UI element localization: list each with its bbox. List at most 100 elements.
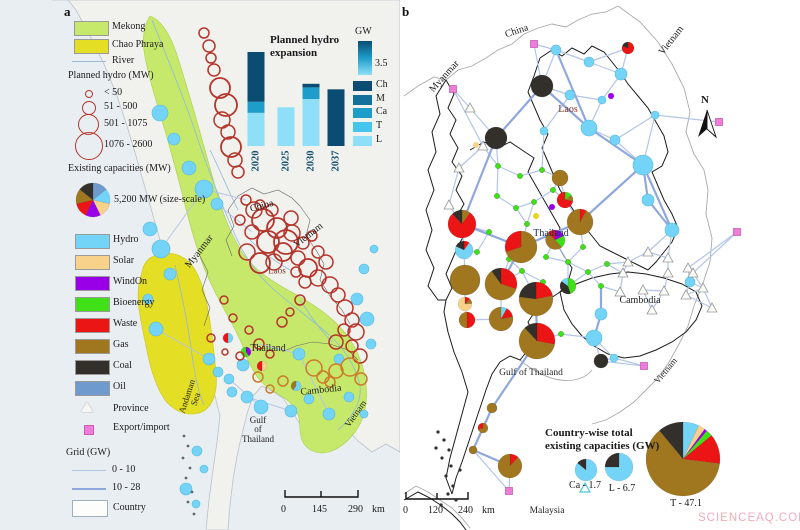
panel-a-label: a (64, 4, 71, 19)
hydro-capacity-dot (199, 464, 209, 474)
province-marker (617, 267, 629, 278)
pie-label-thailand: T - 47.1 (670, 498, 702, 509)
capacity-pie (554, 229, 565, 241)
island-speck (184, 476, 188, 480)
hydro-capacity-dot (191, 499, 201, 509)
planned-hydro-circle (228, 313, 238, 323)
grid-line (521, 270, 544, 283)
size-scale-pie (75, 182, 111, 218)
grid-line-heavy (495, 85, 543, 139)
province-marker-icon (81, 402, 93, 412)
planned-hydro-circle (231, 165, 245, 179)
bioenergy-node (524, 221, 530, 227)
capacity-pie (566, 208, 594, 236)
bioenergy-node (531, 199, 537, 205)
hydro-capacity-dot (236, 358, 250, 372)
series-ch-label: Ch (376, 79, 388, 90)
grid-line (543, 94, 571, 132)
capacity-pie (518, 327, 555, 360)
planned-hydro-circle (290, 266, 302, 278)
island-speck (451, 484, 455, 488)
planned-hydro-circle (198, 27, 210, 39)
planned-hydro-circle (220, 136, 242, 158)
capacity-pie (547, 229, 556, 241)
capacity-pie (222, 332, 229, 344)
province-marker (622, 256, 634, 267)
bar-segment (302, 83, 320, 88)
capacity-pie (504, 230, 522, 253)
chao-phraya-swatch (74, 39, 109, 54)
planned-hydro-circle (273, 229, 299, 255)
grid-line (519, 169, 543, 177)
planned-hydro-circle (276, 316, 288, 328)
pie-label-cambodia: Ca - 1.7 (569, 480, 601, 491)
capacity-pie (240, 346, 250, 358)
watermark: SCIENCEAQ.COM (698, 512, 800, 524)
bioenergy-node (474, 249, 480, 255)
waste-swatch (75, 318, 110, 333)
capacity-pie (621, 41, 635, 55)
grid-line (496, 165, 499, 197)
capacity-pie (564, 191, 572, 201)
bar-segment (327, 89, 345, 146)
planned-hydro-circle (324, 376, 336, 388)
capacity-pie (593, 353, 609, 369)
hydro-capacity-dot (210, 197, 224, 211)
planned-hydro-circle (254, 199, 266, 211)
planned-hydro-circle (207, 63, 221, 77)
hydro-capacity-dot (359, 311, 375, 327)
capacity-pie (245, 346, 252, 357)
province-marker (682, 262, 694, 273)
neighbor-borders (403, 5, 713, 529)
country-total-pie (604, 452, 634, 482)
capacity-pie (464, 296, 471, 305)
bioenergy-node (494, 193, 500, 199)
windon-swatch (75, 276, 110, 291)
mekong-label: Mekong (112, 21, 146, 32)
planned-hydro-circle (305, 359, 323, 377)
hydro-capacity-dot (194, 179, 214, 199)
planned-hydro-circle (252, 371, 264, 383)
hydro-capacity-dot (322, 407, 336, 421)
province-marker (642, 246, 654, 257)
bioenergy-node (585, 269, 591, 275)
scalebar-b-max: 240 (458, 505, 473, 516)
grid-line (642, 289, 665, 292)
series-swatch (353, 122, 372, 132)
capacity-pie (556, 191, 574, 209)
planned-hydro-title: Planned hydro (MW) (68, 70, 154, 81)
hydro-capacity-dot (292, 347, 306, 361)
grid-class-2: 10 - 28 (112, 482, 141, 493)
grid-line-heavy (579, 164, 644, 223)
scalebar-a-max: 290 (348, 504, 363, 515)
planned-hydro-circle (294, 294, 306, 306)
grid-line (587, 271, 602, 287)
grid-line (687, 231, 738, 269)
country-box-sample (72, 500, 108, 517)
capacity-pie (500, 306, 508, 320)
capacity-pie (454, 242, 474, 260)
series-swatch (353, 136, 372, 146)
small-capacity-dot (473, 142, 479, 148)
grid-thin-sample (72, 470, 106, 471)
gas-swatch (75, 339, 110, 354)
bioenergy-node (517, 173, 523, 179)
capacity-pie (551, 169, 569, 187)
grid-line (567, 246, 584, 263)
planned-hydro-circle (352, 348, 368, 364)
planned-hydro-circle (318, 254, 334, 270)
solar-swatch (75, 255, 110, 270)
planned-class-4: 1076 - 2600 (104, 139, 153, 150)
size-scale-pie-slice (92, 182, 107, 201)
capacity-pie (524, 322, 538, 342)
gas-label: Gas (113, 339, 129, 350)
hydro-node (609, 353, 619, 363)
grid-line (614, 114, 656, 141)
map-label: Laos (558, 103, 578, 115)
hydro-capacity-dot (148, 321, 164, 337)
existing-capacities-title: Existing capacities (MW) (68, 163, 171, 174)
compass-n-label: N (701, 94, 709, 106)
bioenergy-node (558, 331, 564, 337)
island-speck (188, 466, 192, 470)
